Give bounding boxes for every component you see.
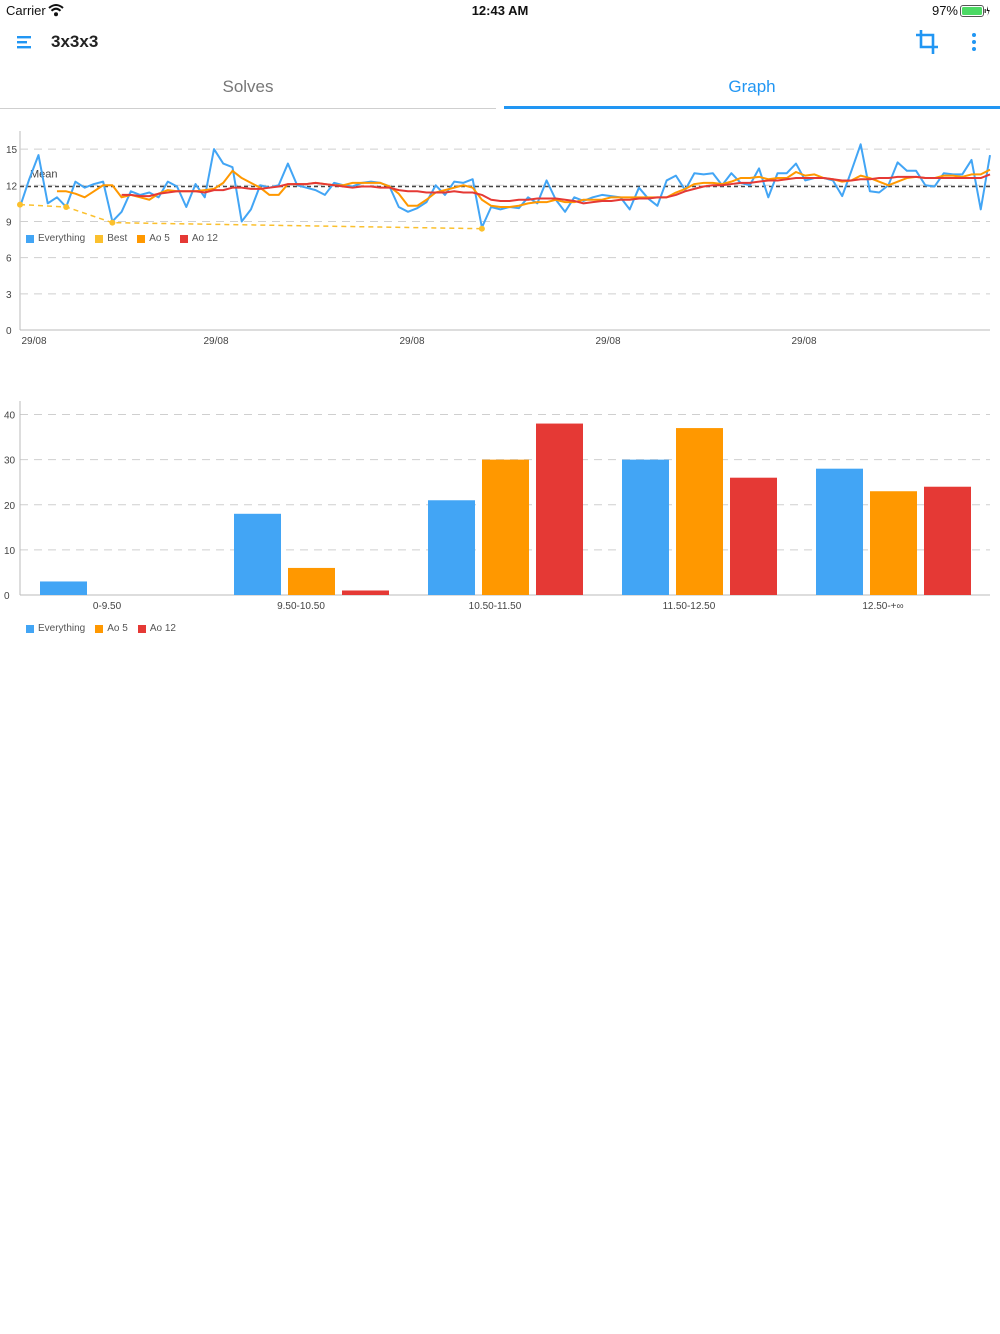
bar-chart-legend: Everything Ao 5 Ao 12: [26, 623, 180, 634]
best-point: [63, 203, 70, 210]
category-label: 10.50-11.50: [469, 601, 522, 612]
clock-label: 12:43 AM: [471, 3, 529, 18]
y-tick-label: 0: [4, 591, 10, 602]
bar-legend-item: Everything: [26, 623, 85, 634]
legend-swatch: [95, 624, 104, 633]
bar-everything: [622, 459, 669, 595]
bar-ao12: [342, 590, 389, 595]
legend-label: Ao 12: [149, 623, 176, 634]
x-tick-label: 29/08: [399, 336, 424, 345]
line-legend-item: Everything: [26, 233, 85, 244]
line-chart-legend: Everything Best Ao 5 Ao 12: [26, 233, 222, 244]
best-point: [109, 219, 116, 226]
series-line-ao12: [121, 173, 991, 205]
category-label: 0-9.50: [93, 601, 122, 612]
tab-bar: Solves Graph: [0, 64, 1000, 110]
x-tick-label: 29/08: [21, 336, 46, 345]
bar-legend-item: Ao 12: [137, 623, 176, 634]
bar-ao5: [870, 491, 917, 595]
wifi-icon: [48, 4, 64, 17]
legend-swatch: [26, 624, 34, 633]
bar-legend-item: Ao 5: [95, 623, 128, 634]
page-title: 3x3x3: [51, 32, 99, 51]
bar-ao12: [536, 423, 583, 595]
y-tick-label: 12: [6, 181, 18, 192]
bar-everything: [234, 513, 281, 595]
legend-label: Everything: [38, 233, 86, 244]
status-bar: Carrier 12:43 AM 97%: [0, 0, 1000, 22]
bar-everything: [816, 468, 863, 595]
x-tick-label: 29/08: [791, 336, 816, 345]
legend-label: Everything: [38, 623, 86, 634]
more-vert-icon[interactable]: [962, 30, 986, 54]
tab-graph[interactable]: Graph: [728, 77, 776, 96]
y-tick-label: 30: [4, 456, 16, 467]
x-tick-label: 29/08: [595, 336, 620, 345]
series-best-line: [19, 203, 482, 230]
category-label: 11.50-12.50: [663, 601, 716, 612]
line-chart: 0 3 6 9 12 15 29/08 29/08 29/08 29/08 29/08 Mean: [6, 131, 991, 345]
bar-chart: 0 10 20 30 40 0-9.50 9.50-10.50 10.50-11.50 11.5…: [4, 401, 990, 612]
category-label: 9.50-10.50: [277, 601, 325, 612]
legend-swatch: [26, 234, 34, 243]
bar-ao12: [924, 486, 971, 595]
y-tick-label: 15: [6, 145, 18, 156]
bar-ao5: [482, 459, 529, 595]
carrier-label: Carrier: [6, 3, 46, 18]
y-tick-label: 0: [6, 326, 12, 337]
crop-icon[interactable]: [914, 28, 940, 56]
legend-label: Ao 12: [191, 233, 218, 244]
y-tick-label: 40: [4, 411, 16, 422]
battery-percent: 97%: [931, 3, 958, 18]
category-label: 12.50-+∞: [862, 601, 903, 612]
line-legend-item: Ao 5: [137, 233, 170, 244]
legend-swatch: [179, 234, 188, 243]
legend-label: Ao 5: [149, 233, 170, 244]
y-tick-label: 6: [6, 254, 12, 265]
legend-label: Ao 5: [107, 623, 128, 634]
line-legend-item: Best: [95, 233, 127, 244]
bar-ao5: [288, 567, 335, 595]
y-tick-label: 3: [6, 290, 12, 301]
bar-ao12: [730, 477, 777, 595]
menu-icon[interactable]: [14, 32, 36, 52]
app-bar: 3x3x3: [0, 22, 1000, 64]
y-tick-label: 20: [4, 501, 16, 512]
battery-charging-icon: [960, 5, 990, 17]
bar-ao5: [676, 428, 723, 595]
legend-swatch: [95, 234, 104, 243]
line-legend-item: Ao 12: [179, 233, 218, 244]
mean-label: Mean: [30, 168, 58, 180]
y-tick-label: 9: [6, 217, 12, 228]
tab-solves[interactable]: Solves: [222, 77, 274, 96]
bar-everything: [40, 581, 87, 595]
bar-everything: [428, 500, 475, 595]
legend-swatch: [137, 624, 146, 633]
legend-swatch: [137, 234, 146, 243]
best-point: [17, 201, 23, 208]
legend-label: Best: [107, 233, 128, 244]
tab-selected-indicator: [504, 106, 1000, 109]
tab-divider: [0, 108, 496, 109]
y-tick-label: 10: [4, 546, 16, 557]
best-point: [478, 225, 485, 232]
x-tick-label: 29/08: [203, 336, 228, 345]
